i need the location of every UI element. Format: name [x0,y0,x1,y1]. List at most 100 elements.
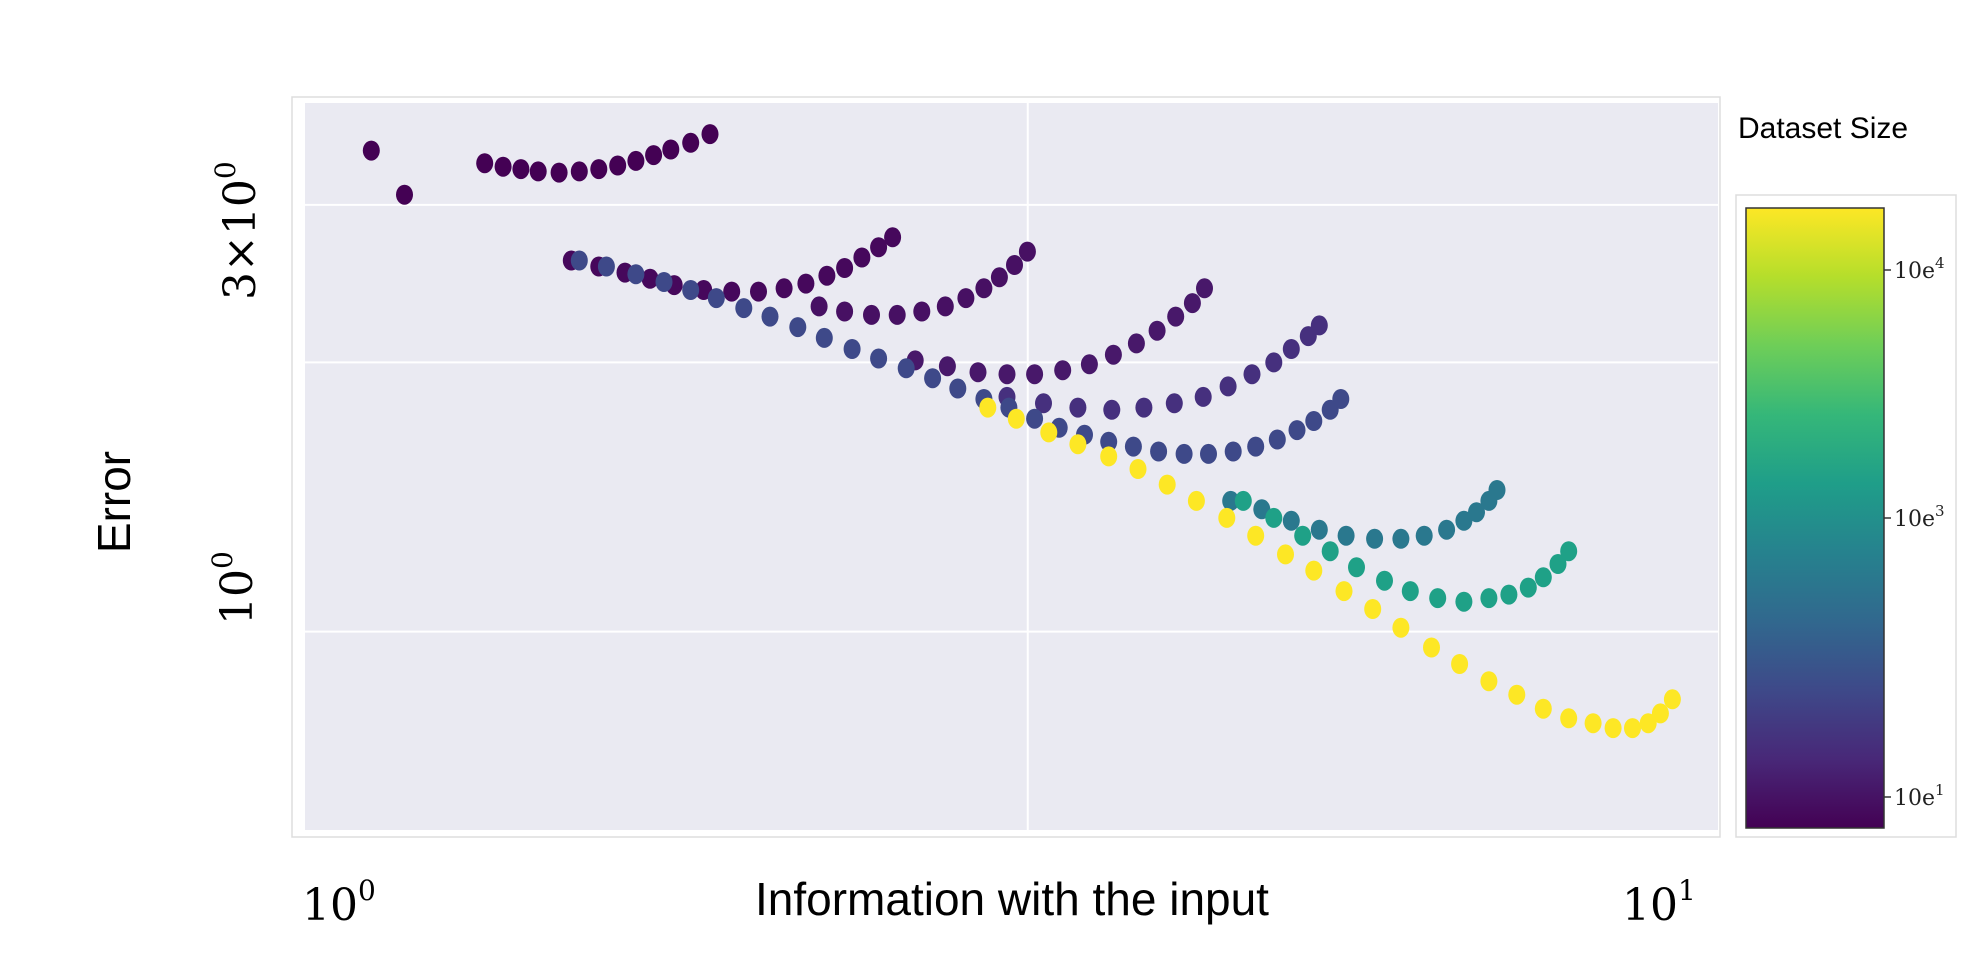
data-point [836,258,854,278]
data-point [1337,525,1355,546]
data-point [707,288,725,309]
data-point [990,267,1008,288]
data-point [1305,411,1323,431]
data-point [1194,386,1212,407]
data-point [1480,671,1498,692]
data-point [1376,570,1393,591]
data-point [1651,703,1669,724]
data-point [1332,389,1350,409]
y-tick-label-0: 100 [206,551,263,625]
data-point [1124,436,1142,457]
data-point [1200,443,1217,464]
y-axis-label: Error [88,451,140,553]
data-point [570,250,588,271]
data-point [1175,443,1193,464]
data-point [1549,554,1567,574]
data-point [957,288,975,309]
data-point [853,247,871,268]
data-point [590,159,608,180]
data-point [362,140,380,161]
data-point [627,150,645,171]
data-point [1069,397,1087,418]
data-point [1104,344,1122,365]
data-point [1534,567,1552,588]
x-tick-label-1: 101 [1622,874,1696,931]
data-point [1305,560,1323,581]
data-point [1183,293,1201,314]
colorbar [1745,207,1885,829]
data-point [975,278,993,299]
data-point [1100,431,1118,452]
data-point [979,397,997,418]
data-point [1035,393,1052,414]
data-point [723,281,741,302]
data-point [662,139,680,160]
data-point [836,301,854,322]
data-point [1282,510,1300,531]
data-point [609,155,627,176]
series-9 [979,397,1681,739]
data-point [775,278,793,299]
data-point [1534,698,1552,719]
data-point [1639,713,1657,734]
data-point [888,304,906,325]
data-point [1282,339,1300,359]
data-point [1129,459,1147,479]
data-point [1234,490,1252,511]
data-point [1560,541,1578,562]
data-point [1224,441,1242,462]
data-point [1366,528,1384,549]
data-point [818,265,836,286]
data-point [1148,320,1166,341]
data-point [550,162,568,183]
data-point [1069,434,1087,455]
data-point [1423,637,1440,658]
data-point [1584,713,1602,734]
plot-background [305,103,1718,830]
data-point [1451,654,1469,674]
data-point [1100,446,1118,467]
data-point [476,153,494,174]
data-point [1196,278,1213,299]
colorbar-tick-label-1: 10e3 [1894,502,1945,532]
data-point [396,184,413,205]
data-point [1127,333,1145,354]
series-8 [1234,490,1578,612]
data-point [1007,408,1025,429]
series-5 [998,315,1328,420]
data-point [682,132,700,153]
x-tick-label-0: 100 [302,874,376,931]
data-point [1243,364,1261,385]
data-point [1165,393,1183,414]
data-point [1508,684,1526,705]
grid-lines [305,103,1718,830]
data-point [570,161,588,182]
data-point [1604,718,1622,739]
data-point [761,306,779,327]
x-axis-label: Information with the input [755,873,1269,925]
data-point [1364,599,1382,619]
data-point [1103,399,1121,420]
data-point [750,281,767,302]
data-point [810,296,828,317]
data-point [1219,376,1237,397]
data-point [1018,241,1036,262]
data-point [1265,507,1283,528]
data-point [1624,718,1641,739]
data-point [1006,255,1023,275]
series-6 [570,250,1350,464]
data-point [870,237,888,258]
data-point [1268,429,1286,450]
data-point [1310,519,1328,540]
data-point [884,227,902,248]
data-point [529,161,547,182]
y-tick-label-1: 3×100 [209,161,266,300]
data-point [1438,519,1456,540]
data-point [1519,577,1537,598]
data-point [1167,306,1185,327]
data-point [1488,480,1506,500]
data-point [1468,502,1485,523]
data-point [969,362,987,383]
data-point [913,301,931,322]
